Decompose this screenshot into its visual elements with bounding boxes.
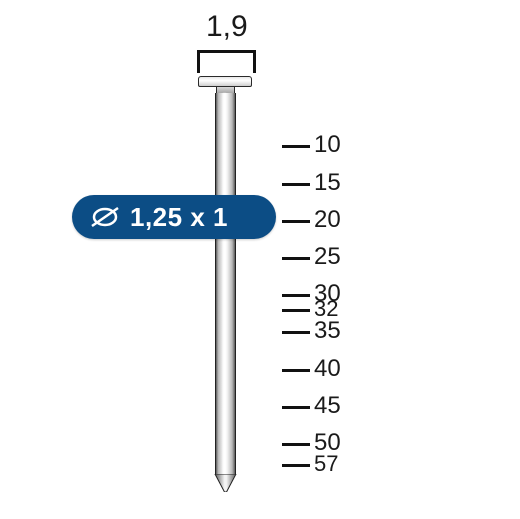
scale-label: 35 (314, 319, 341, 343)
scale-tick (282, 145, 310, 148)
scale-tick (282, 220, 310, 223)
scale-label: 20 (314, 208, 341, 232)
scale-tick (282, 369, 310, 372)
nail-shaft (215, 93, 236, 475)
nail-shine (223, 93, 226, 475)
scale-tick (282, 294, 310, 297)
nail-head (198, 76, 252, 87)
scale-label: 15 (314, 171, 341, 195)
scale-tick (282, 257, 310, 260)
scale-label: 57 (314, 453, 338, 475)
scale-label: 45 (314, 394, 341, 418)
scale-tick (282, 406, 310, 409)
diameter-icon (90, 206, 120, 228)
scale-tick (282, 443, 310, 446)
scale-tick (282, 464, 310, 467)
scale-tick (282, 331, 310, 334)
scale-tick (282, 183, 310, 186)
scale-label: 40 (314, 357, 341, 381)
shank-size-text: 1,25 x 1 (130, 202, 228, 233)
head-width-label: 1,9 (206, 10, 248, 44)
scale-tick (282, 309, 310, 312)
nail-tip (214, 474, 237, 492)
scale-label: 10 (314, 133, 341, 157)
diagram-stage: 1,9 1015202530323540455057 1,25 x 1 (0, 0, 520, 519)
shank-size-badge: 1,25 x 1 (72, 195, 276, 239)
scale-label: 25 (314, 245, 341, 269)
